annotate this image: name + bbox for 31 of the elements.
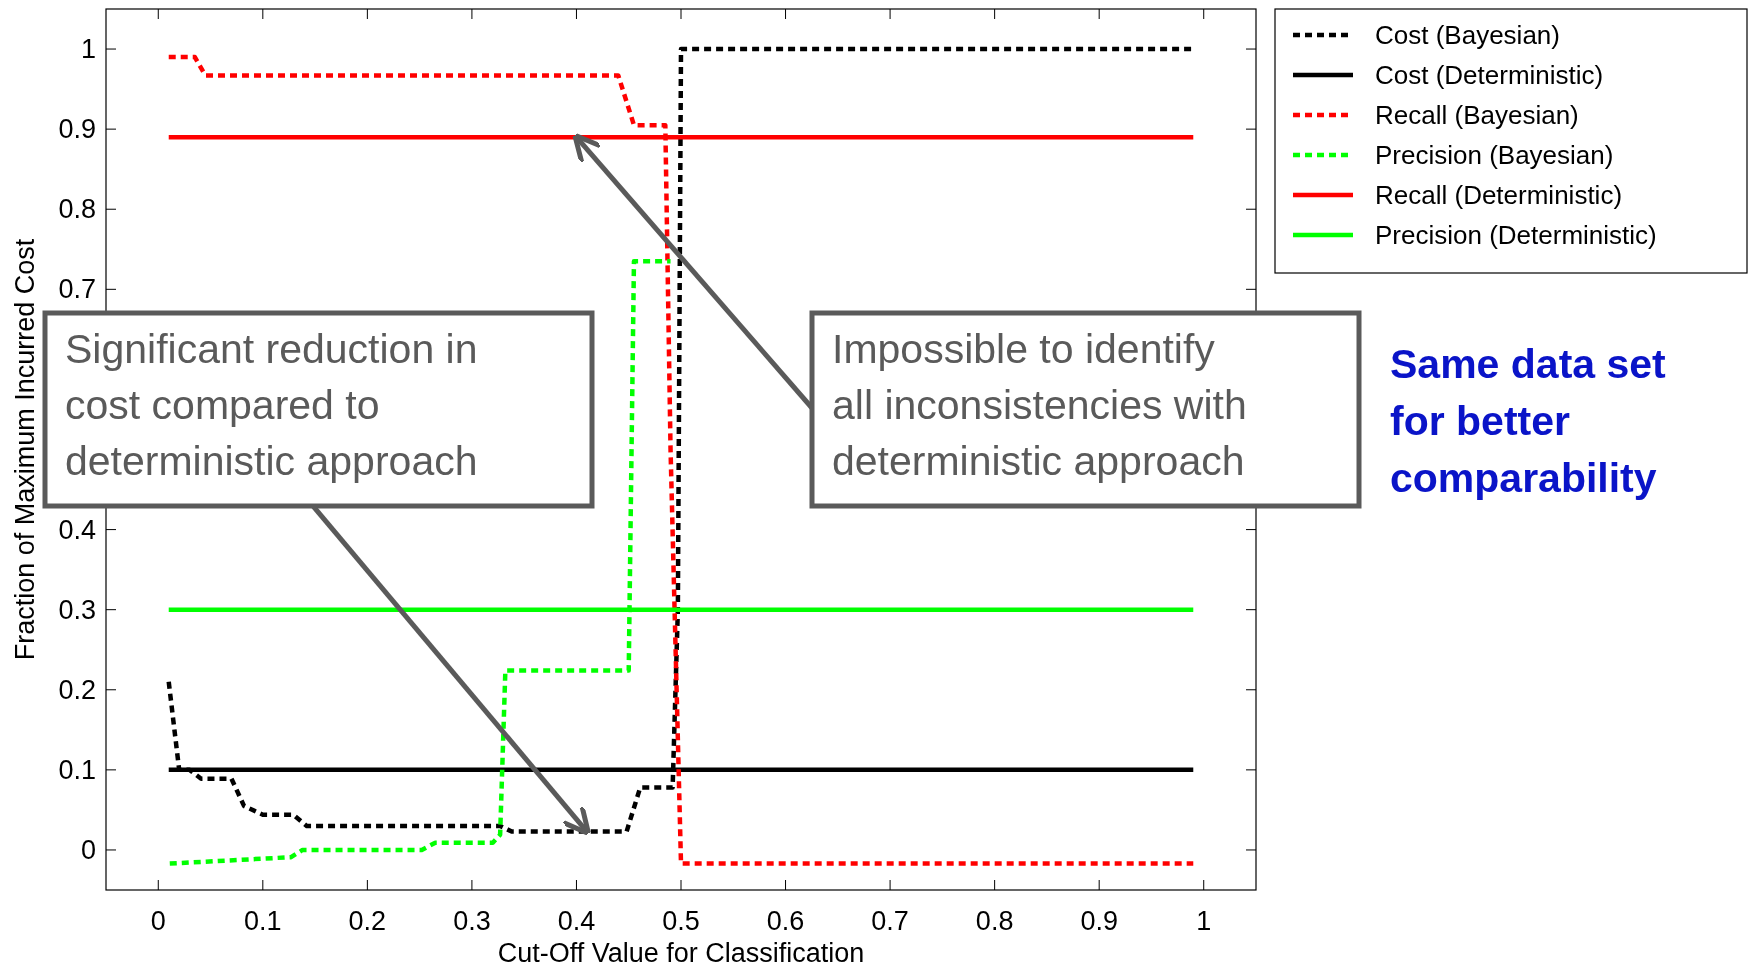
y-axis-title: Fraction of Maximum Incurred Cost [10,238,40,661]
legend-label: Cost (Deterministic) [1375,60,1604,90]
legend-label: Cost (Bayesian) [1375,20,1560,50]
y-tick-label: 0.3 [58,594,96,625]
x-axis-title: Cut-Off Value for Classification [497,938,865,968]
y-tick-label: 0.9 [58,114,96,145]
annotation: Significant reduction in cost compared to deterministic approach [65,326,478,484]
y-tick-label: 0.7 [58,274,96,305]
x-tick-label: 1 [1196,906,1212,936]
x-tick-label: 0.1 [244,906,282,936]
annotation: Impossible to identify all inconsistencies with deterministic approach [832,326,1247,484]
y-tick-label: 0.2 [58,674,96,705]
y-tick-label: 0.4 [58,514,96,545]
x-tick-label: 0.3 [453,906,491,936]
x-tick-label: 0.4 [557,906,596,936]
x-tick-label: 0.8 [975,906,1014,936]
y-tick-label: 0.8 [58,194,96,225]
text: Same data set for better comparability [1390,341,1667,501]
x-tick-label: 0.2 [348,906,387,936]
y-tick-label: 0 [80,834,96,865]
y-tick-label: 0.1 [58,754,96,785]
x-tick-label: 0.7 [871,906,909,936]
legend-label: Precision (Bayesian) [1375,140,1614,170]
x-tick-label: 0.9 [1080,906,1118,936]
y-tick-label: 1 [80,34,96,65]
x-tick-label: 0.6 [766,906,805,936]
legend-label: Recall (Deterministic) [1375,180,1623,210]
x-tick-label: 0.5 [662,906,700,936]
legend-label: Precision (Deterministic) [1375,220,1657,250]
legend-label: Recall (Bayesian) [1375,100,1579,130]
x-tick-label: 0 [150,906,166,936]
